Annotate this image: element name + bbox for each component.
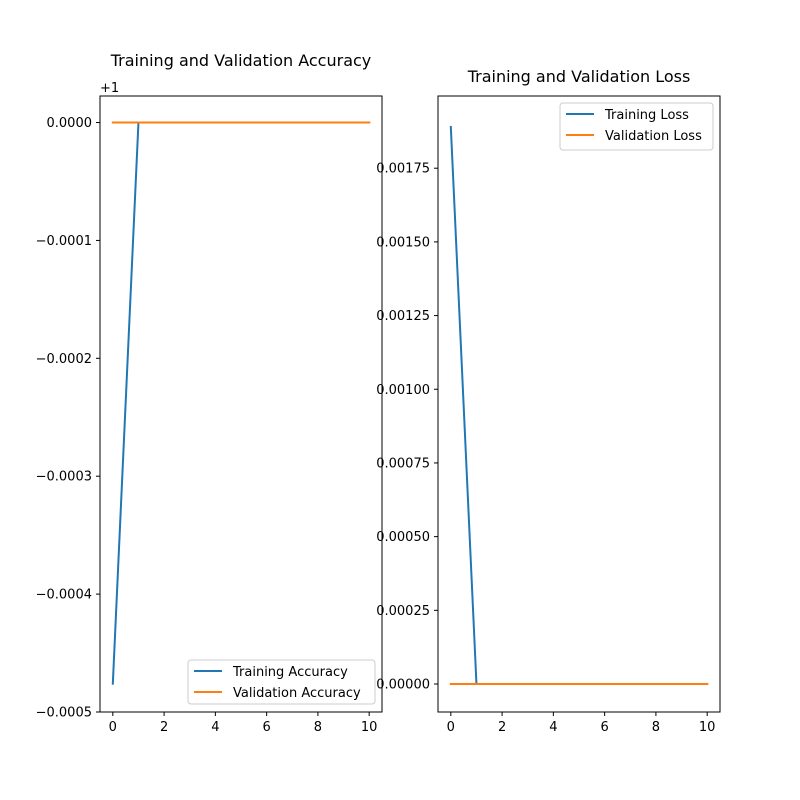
loss-y-tick-label: 0.00050 bbox=[376, 530, 430, 545]
accuracy-x-tick-label: 6 bbox=[262, 720, 270, 735]
loss-x-tick-label: 8 bbox=[652, 720, 660, 735]
accuracy-legend-box bbox=[187, 659, 376, 705]
accuracy-y-tick-label: −0.0004 bbox=[36, 588, 92, 603]
loss-chart-title: Training and Validation Loss bbox=[467, 67, 691, 86]
accuracy-plot-frame bbox=[99, 95, 383, 713]
accuracy-legend-label: Training Accuracy bbox=[232, 665, 348, 680]
loss-x-tick-label: 4 bbox=[549, 720, 557, 735]
accuracy-y-tick-label: −0.0005 bbox=[36, 706, 92, 721]
loss-chart: 0 2 4 6 8 10 0.00000 0.00025 0.00050 0.00075 0.001… bbox=[376, 67, 721, 735]
loss-x-tick-label: 2 bbox=[498, 720, 506, 735]
accuracy-y-tick-label: −0.0001 bbox=[36, 234, 92, 249]
loss-y-tick-label: 0.00025 bbox=[376, 604, 430, 619]
accuracy-x-tick-label: 8 bbox=[314, 720, 322, 735]
loss-x-tick-label: 0 bbox=[447, 720, 455, 735]
accuracy-legend-label: Validation Accuracy bbox=[233, 686, 361, 701]
loss-y-tick-label: 0.00150 bbox=[376, 235, 430, 250]
accuracy-y-tick-label: 0.0000 bbox=[47, 116, 93, 131]
loss-y-tick-label: 0.00075 bbox=[376, 456, 430, 471]
accuracy-y-tick-label: −0.0002 bbox=[36, 352, 92, 367]
loss-y-tick-label: 0.00125 bbox=[376, 309, 430, 324]
accuracy-axis-offset-label: +1 bbox=[100, 81, 119, 96]
loss-y-tick-label: 0.00000 bbox=[376, 678, 430, 693]
accuracy-x-tick-label: 4 bbox=[211, 720, 219, 735]
loss-legend-label: Validation Loss bbox=[605, 129, 702, 144]
loss-y-tick-label: 0.00100 bbox=[376, 383, 430, 398]
accuracy-chart-title: Training and Validation Accuracy bbox=[110, 51, 372, 70]
accuracy-chart: 0 2 4 6 8 10 0.0000 −0.0001 −0.0002 −0.0003 −0.000… bbox=[36, 51, 383, 735]
accuracy-x-tick-label: 10 bbox=[361, 720, 378, 735]
loss-legend-box bbox=[559, 102, 714, 151]
accuracy-x-tick-label: 2 bbox=[160, 720, 168, 735]
accuracy-x-tick-label: 0 bbox=[109, 720, 117, 735]
loss-x-tick-label: 6 bbox=[600, 720, 608, 735]
loss-x-tick-label: 10 bbox=[699, 720, 716, 735]
loss-plot-frame bbox=[437, 95, 721, 713]
accuracy-y-tick-label: −0.0003 bbox=[36, 470, 92, 485]
loss-legend-label: Training Loss bbox=[604, 108, 689, 123]
loss-y-tick-label: 0.00175 bbox=[376, 162, 430, 177]
